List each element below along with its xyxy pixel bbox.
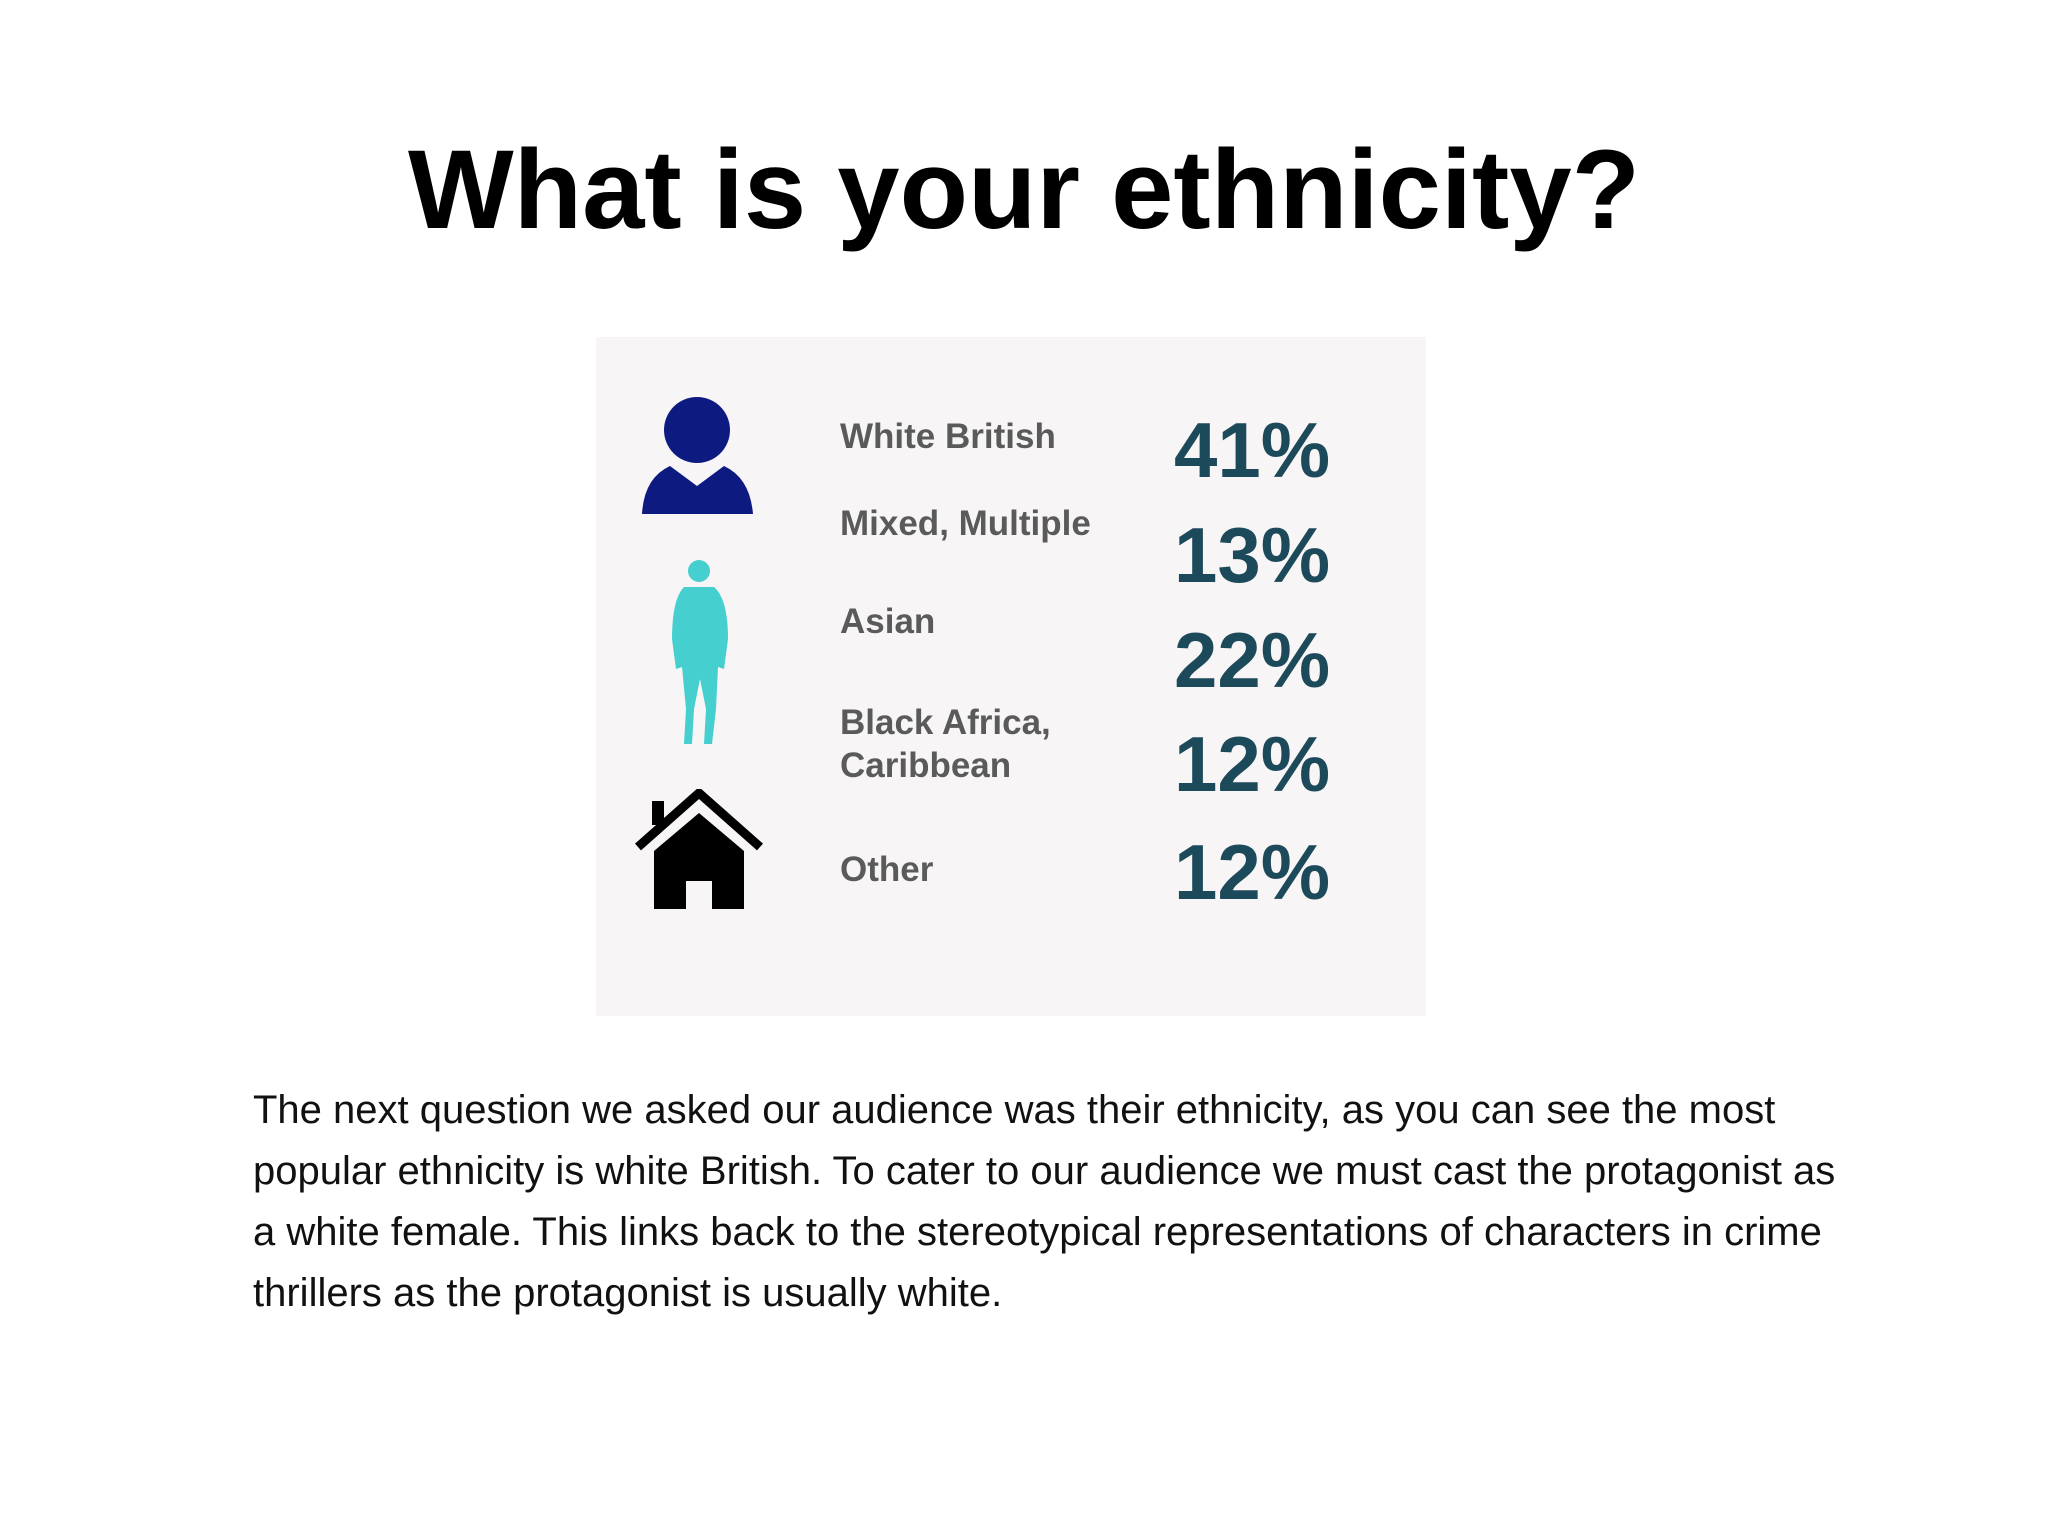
slide-title: What is your ethnicity? (407, 127, 1641, 252)
row-value: 12% (1174, 828, 1331, 916)
house-icon (635, 789, 763, 909)
row-label: Other (840, 850, 934, 889)
person-icon (642, 397, 753, 514)
row-value: 13% (1174, 511, 1331, 599)
row-label: Black Africa, Caribbean (840, 703, 1051, 785)
body-text: The next question we asked our audience … (253, 1088, 1836, 1315)
row-label: Mixed, Multiple (840, 504, 1091, 543)
infographic: White British 41% Mixed, Multiple 13% Asian 2… (596, 337, 1426, 1016)
row-value: 22% (1174, 616, 1331, 704)
row-label: White British (840, 417, 1056, 456)
row-label: Asian (840, 602, 936, 641)
row-value: 41% (1174, 406, 1331, 494)
walking-figure-icon (672, 560, 728, 744)
row-value: 12% (1174, 720, 1331, 808)
